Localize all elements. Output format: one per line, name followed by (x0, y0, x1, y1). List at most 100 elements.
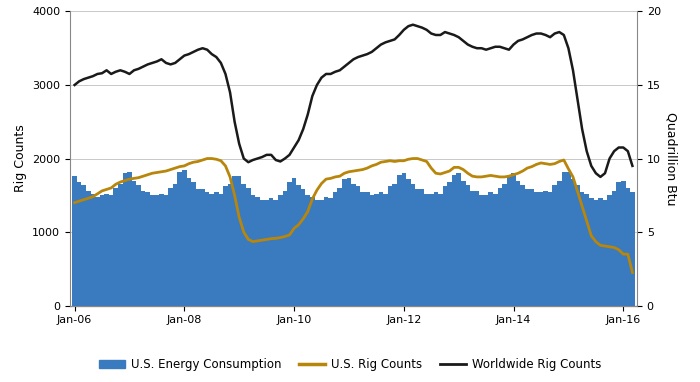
Bar (132, 181, 136, 306)
Bar (146, 193, 150, 306)
Bar (539, 193, 543, 306)
Bar (561, 172, 566, 306)
Bar (520, 185, 525, 306)
Y-axis label: Rig Counts: Rig Counts (13, 125, 27, 193)
Bar (552, 185, 557, 306)
Bar (484, 195, 489, 306)
Bar (480, 195, 484, 306)
Bar (292, 178, 296, 306)
Bar (466, 185, 470, 306)
Bar (209, 194, 214, 306)
Bar (548, 193, 552, 306)
Bar (136, 185, 141, 306)
Bar (241, 183, 246, 306)
Bar (296, 185, 301, 306)
Bar (402, 173, 406, 306)
Bar (342, 179, 346, 306)
Bar (374, 194, 379, 306)
Bar (251, 195, 256, 306)
Bar (328, 198, 333, 306)
Bar (164, 195, 168, 306)
Bar (173, 183, 178, 306)
Bar (150, 195, 155, 306)
Bar (598, 198, 603, 306)
Y-axis label: Quadrillion Btu: Quadrillion Btu (664, 112, 678, 205)
Legend: U.S. Energy Consumption, U.S. Rig Counts, Worldwide Rig Counts: U.S. Energy Consumption, U.S. Rig Counts… (94, 354, 606, 376)
Bar (333, 193, 337, 306)
Bar (470, 191, 475, 306)
Bar (420, 189, 424, 306)
Bar (589, 198, 594, 306)
Bar (99, 195, 104, 306)
Bar (260, 200, 265, 306)
Bar (575, 185, 580, 306)
Bar (594, 200, 598, 306)
Bar (77, 182, 81, 306)
Bar (178, 172, 182, 306)
Bar (319, 200, 324, 306)
Bar (314, 200, 319, 306)
Bar (218, 194, 223, 306)
Bar (452, 175, 456, 306)
Bar (283, 191, 287, 306)
Bar (90, 194, 95, 306)
Bar (301, 189, 305, 306)
Bar (95, 197, 99, 306)
Bar (566, 172, 570, 306)
Bar (621, 181, 626, 306)
Bar (406, 179, 411, 306)
Bar (86, 191, 90, 306)
Bar (379, 193, 383, 306)
Bar (383, 194, 388, 306)
Bar (511, 173, 516, 306)
Bar (365, 193, 370, 306)
Bar (182, 170, 187, 306)
Bar (388, 186, 393, 306)
Bar (72, 176, 77, 306)
Bar (626, 188, 630, 306)
Bar (310, 197, 314, 306)
Bar (489, 193, 493, 306)
Bar (493, 194, 498, 306)
Bar (557, 181, 561, 306)
Bar (337, 188, 342, 306)
Bar (580, 193, 584, 306)
Bar (346, 178, 351, 306)
Bar (360, 193, 365, 306)
Bar (397, 175, 402, 306)
Bar (81, 185, 86, 306)
Bar (200, 189, 205, 306)
Bar (287, 182, 292, 306)
Bar (265, 200, 269, 306)
Bar (356, 186, 360, 306)
Bar (612, 191, 617, 306)
Bar (370, 195, 374, 306)
Bar (324, 197, 328, 306)
Bar (525, 189, 529, 306)
Bar (456, 173, 461, 306)
Bar (246, 188, 251, 306)
Bar (205, 193, 209, 306)
Bar (159, 194, 164, 306)
Bar (232, 176, 237, 306)
Bar (127, 172, 132, 306)
Bar (274, 200, 278, 306)
Bar (223, 186, 228, 306)
Bar (191, 182, 196, 306)
Bar (141, 191, 146, 306)
Bar (393, 183, 397, 306)
Bar (630, 193, 635, 306)
Bar (570, 179, 575, 306)
Bar (438, 194, 442, 306)
Bar (214, 193, 218, 306)
Bar (534, 193, 539, 306)
Bar (429, 194, 433, 306)
Bar (461, 181, 466, 306)
Bar (433, 193, 438, 306)
Bar (498, 188, 502, 306)
Bar (196, 189, 200, 306)
Bar (155, 195, 159, 306)
Bar (442, 186, 447, 306)
Bar (168, 188, 173, 306)
Bar (113, 188, 118, 306)
